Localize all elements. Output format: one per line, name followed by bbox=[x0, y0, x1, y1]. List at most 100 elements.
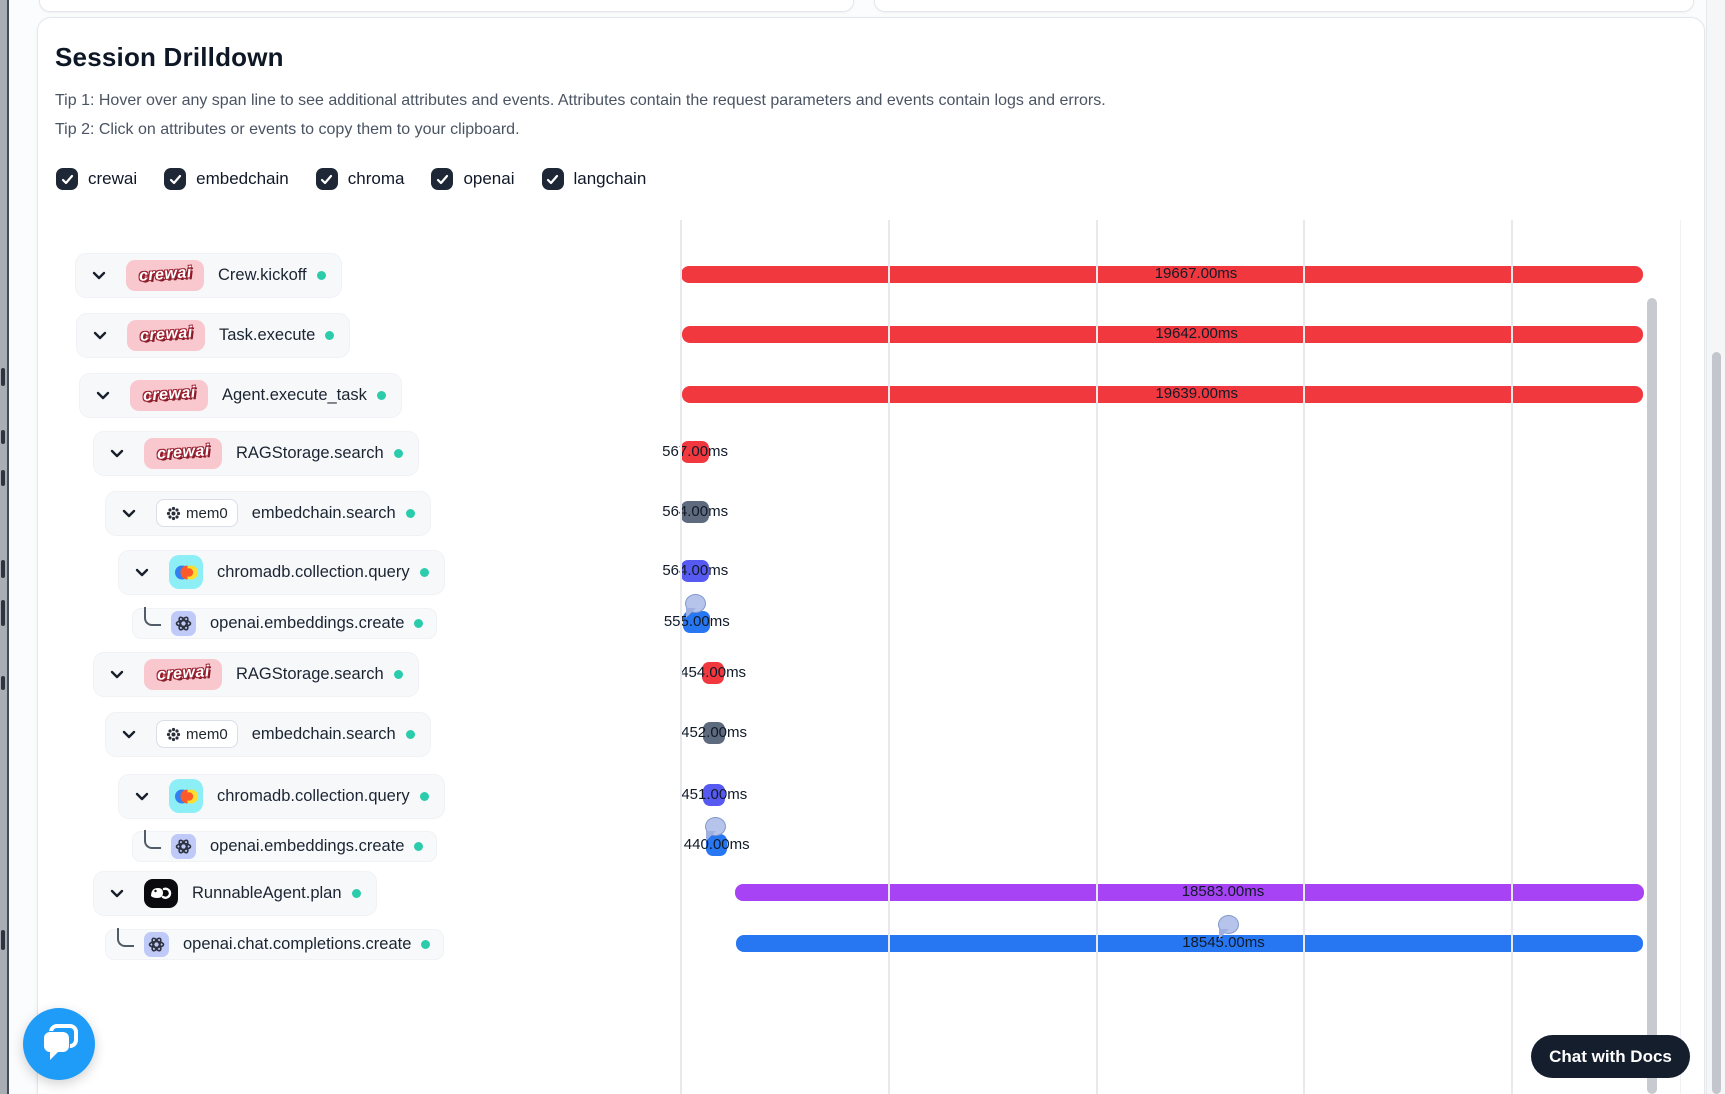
status-dot bbox=[393, 669, 403, 679]
span-row-openai.embeddings.create[interactable]: openai.embeddings.create bbox=[132, 829, 438, 862]
span-row-openai.chat.completions.create[interactable]: openai.chat.completions.create bbox=[105, 927, 445, 960]
edge-fragment bbox=[1, 470, 5, 486]
grid-line-4 bbox=[1511, 220, 1513, 1094]
status-dot bbox=[351, 888, 361, 898]
left-edge-panel-sliver bbox=[0, 0, 9, 1094]
status-dot bbox=[376, 390, 386, 400]
span-bar-embedchain.search[interactable] bbox=[703, 722, 726, 744]
span-row-RunnableAgent.plan[interactable]: RunnableAgent.plan bbox=[93, 870, 377, 916]
span-bar-embedchain.search[interactable] bbox=[681, 501, 709, 523]
chevron-down-icon[interactable] bbox=[91, 326, 109, 344]
crewai-logo: crewai bbox=[144, 437, 222, 469]
status-dot bbox=[405, 508, 415, 518]
span-name: Crew.kickoff bbox=[218, 265, 307, 284]
checkbox-embedchain[interactable] bbox=[164, 168, 187, 190]
chevron-down-icon[interactable] bbox=[133, 563, 151, 581]
grid-line-2 bbox=[1096, 220, 1098, 1094]
span-bar-RunnableAgent.plan[interactable] bbox=[735, 883, 1644, 901]
filter-label: crewai bbox=[88, 169, 138, 188]
span-duration-label: 19639.00ms bbox=[1155, 385, 1238, 402]
chevron-down-icon[interactable] bbox=[108, 884, 126, 902]
span-row-chromadb.collection.query[interactable]: chromadb.collection.query bbox=[118, 549, 445, 595]
grid-line-0 bbox=[680, 220, 682, 1094]
span-row-RAGStorage.search[interactable]: crewai RAGStorage.search bbox=[93, 430, 419, 476]
crewai-logo: crewai bbox=[126, 259, 204, 291]
span-bar-openai.chat.completions.create[interactable] bbox=[735, 934, 1644, 952]
span-duration-label: 440.00ms bbox=[683, 836, 750, 853]
chevron-down-icon[interactable] bbox=[94, 386, 112, 404]
span-row-embedchain.search[interactable]: mem0 embedchain.search bbox=[105, 711, 431, 757]
span-row-embedchain.search[interactable]: mem0 embedchain.search bbox=[105, 490, 431, 536]
filter-crewai[interactable]: crewai bbox=[56, 168, 137, 190]
chevron-down-icon[interactable] bbox=[133, 787, 151, 805]
chat-launcher-button[interactable] bbox=[23, 1008, 95, 1080]
filter-label: chroma bbox=[347, 169, 405, 188]
trace-vertical-scrollbar[interactable] bbox=[1647, 298, 1657, 1094]
status-dot bbox=[414, 618, 424, 628]
span-row-openai.embeddings.create[interactable]: openai.embeddings.create bbox=[132, 606, 438, 639]
edge-fragment bbox=[1, 560, 5, 578]
span-row-chromadb.collection.query[interactable]: chromadb.collection.query bbox=[118, 773, 445, 819]
span-duration-label: 567.00ms bbox=[662, 443, 729, 460]
event-bubble-icon[interactable] bbox=[705, 817, 727, 841]
span-row-Task.execute[interactable]: crewai Task.execute bbox=[76, 312, 351, 358]
status-dot bbox=[405, 729, 415, 739]
span-bar-openai.embeddings.create[interactable] bbox=[705, 834, 728, 856]
grid-line-3 bbox=[1303, 220, 1305, 1094]
checkbox-openai[interactable] bbox=[431, 168, 454, 190]
mem0-logo: mem0 bbox=[156, 499, 238, 527]
span-bar-RAGStorage.search[interactable] bbox=[702, 662, 725, 684]
span-row-Crew.kickoff[interactable]: crewai Crew.kickoff bbox=[75, 252, 342, 298]
span-bar-RAGStorage.search[interactable] bbox=[681, 441, 709, 463]
openai-logo bbox=[171, 833, 196, 859]
chevron-down-icon[interactable] bbox=[120, 725, 138, 743]
span-bar-chromadb.collection.query[interactable] bbox=[703, 784, 726, 806]
chevron-down-icon[interactable] bbox=[90, 266, 108, 284]
chevron-down-icon[interactable] bbox=[120, 504, 138, 522]
chevron-down-icon[interactable] bbox=[108, 444, 126, 462]
status-dot bbox=[414, 841, 424, 851]
tip-2-text: Tip 2: Click on attributes or events to … bbox=[55, 121, 520, 138]
edge-fragment bbox=[1, 930, 5, 950]
checkbox-chroma[interactable] bbox=[315, 168, 338, 190]
span-name: RAGStorage.search bbox=[236, 443, 384, 462]
span-row-Agent.execute_task[interactable]: crewai Agent.execute_task bbox=[79, 372, 402, 418]
span-bar-Crew.kickoff[interactable] bbox=[681, 265, 1643, 283]
edge-fragment bbox=[1, 430, 5, 444]
status-dot bbox=[419, 791, 429, 801]
status-dot bbox=[393, 448, 403, 458]
span-bar-Task.execute[interactable] bbox=[682, 325, 1643, 343]
top-card-stub-right bbox=[874, 0, 1694, 12]
checkbox-langchain[interactable] bbox=[541, 168, 564, 190]
status-dot bbox=[421, 939, 431, 949]
filter-embedchain[interactable]: embedchain bbox=[164, 168, 289, 190]
filter-langchain[interactable]: langchain bbox=[541, 168, 647, 190]
crewai-logo: crewai bbox=[127, 319, 205, 351]
event-bubble-icon[interactable] bbox=[685, 594, 706, 618]
filter-label: langchain bbox=[573, 169, 647, 188]
filter-openai[interactable]: openai bbox=[431, 168, 515, 190]
chat-with-docs-label: Chat with Docs bbox=[1549, 1046, 1672, 1066]
span-duration-label: 452.00ms bbox=[681, 724, 747, 741]
filter-label: openai bbox=[463, 169, 515, 188]
checkbox-crewai[interactable] bbox=[56, 168, 78, 190]
span-bar-chromadb.collection.query[interactable] bbox=[681, 560, 710, 582]
openai-logo bbox=[144, 931, 169, 957]
langchain-logo bbox=[144, 878, 178, 908]
chevron-down-icon[interactable] bbox=[108, 665, 126, 683]
edge-fragment bbox=[1, 600, 5, 626]
status-dot bbox=[325, 330, 335, 340]
span-duration-label: 564.00ms bbox=[662, 562, 729, 579]
trace-area-right-edge bbox=[1680, 220, 1681, 1094]
mem0-logo: mem0 bbox=[156, 720, 238, 748]
span-bar-Agent.execute_task[interactable] bbox=[682, 385, 1643, 403]
span-row-RAGStorage.search[interactable]: crewai RAGStorage.search bbox=[93, 651, 419, 697]
page-scrollbar[interactable] bbox=[1712, 352, 1721, 1094]
span-name: embedchain.search bbox=[251, 724, 396, 743]
grid-line-1 bbox=[888, 220, 890, 1094]
span-name: openai.embeddings.create bbox=[210, 836, 405, 855]
chat-with-docs-button[interactable]: Chat with Docs bbox=[1531, 1035, 1690, 1078]
event-bubble-icon[interactable] bbox=[1218, 915, 1240, 939]
vendor-filter-group: crewai embedchain chroma openai langchain bbox=[56, 168, 646, 190]
filter-chroma[interactable]: chroma bbox=[315, 168, 405, 190]
